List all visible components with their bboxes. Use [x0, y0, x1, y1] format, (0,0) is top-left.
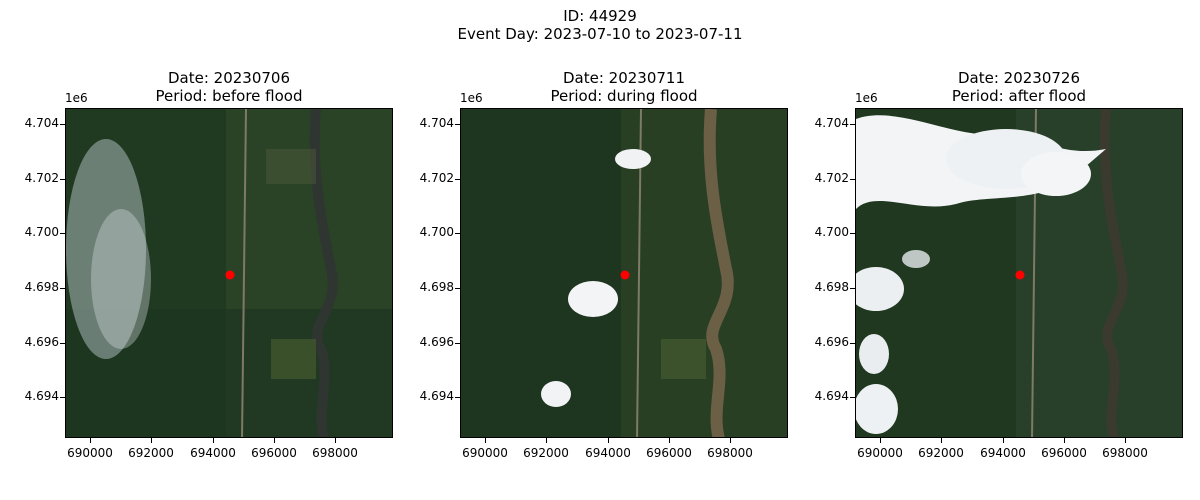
x-tick: 694000 [980, 446, 1026, 460]
y-tick: 4.696 [24, 335, 59, 349]
panel-date: Date: 20230711 [562, 69, 686, 87]
y-tick: 4.702 [814, 171, 849, 185]
y-tick: 4.694 [24, 389, 59, 403]
x-tick: 692000 [523, 446, 569, 460]
x-tick: 690000 [857, 446, 903, 460]
x-tick: 692000 [918, 446, 964, 460]
figure-id: ID: 44929 [563, 7, 637, 25]
y-tick: 4.704 [24, 116, 59, 130]
y-tick: 4.700 [24, 225, 59, 239]
y-tick: 4.702 [419, 171, 454, 185]
y-tick: 4.698 [419, 280, 454, 294]
x-tick: 690000 [67, 446, 113, 460]
panel-period: Period: before flood [155, 87, 303, 105]
satellite-image [855, 108, 1183, 438]
y-tick: 4.694 [419, 389, 454, 403]
panel-date: Date: 20230706 [167, 69, 291, 87]
y-offset-label: 1e6 [855, 91, 878, 105]
event-marker [1015, 270, 1025, 280]
panel-period: Period: during flood [550, 87, 698, 105]
panel-during-flood: Date: 20230711 Period: during flood 1e6 … [395, 0, 788, 500]
panel-period: Period: after flood [951, 87, 1087, 105]
x-tick: 690000 [462, 446, 508, 460]
event-marker [620, 270, 630, 280]
panel-before-flood: Date: 20230706 Period: before flood 1e6 … [0, 0, 393, 500]
y-tick: 4.704 [814, 116, 849, 130]
y-tick: 4.702 [24, 171, 59, 185]
y-tick: 4.698 [814, 280, 849, 294]
figure-event-day: Event Day: 2023-07-10 to 2023-07-11 [457, 25, 743, 43]
y-tick: 4.694 [814, 389, 849, 403]
x-tick: 696000 [1041, 446, 1087, 460]
panel-date: Date: 20230726 [957, 69, 1081, 87]
y-tick: 4.704 [419, 116, 454, 130]
x-tick: 698000 [1102, 446, 1148, 460]
x-tick: 694000 [190, 446, 236, 460]
x-tick: 692000 [128, 446, 174, 460]
y-offset-label: 1e6 [460, 91, 483, 105]
x-tick: 698000 [312, 446, 358, 460]
satellite-image [460, 108, 788, 438]
x-tick: 696000 [646, 446, 692, 460]
x-tick: 694000 [585, 446, 631, 460]
y-tick: 4.700 [814, 225, 849, 239]
event-marker [225, 270, 235, 280]
x-tick: 696000 [251, 446, 297, 460]
y-tick: 4.696 [814, 335, 849, 349]
x-tick: 698000 [707, 446, 753, 460]
y-offset-label: 1e6 [65, 91, 88, 105]
satellite-image [65, 108, 393, 438]
y-tick: 4.700 [419, 225, 454, 239]
y-tick: 4.698 [24, 280, 59, 294]
panel-after-flood: Date: 20230726 Period: after flood 1e6 4… [790, 0, 1183, 500]
y-tick: 4.696 [419, 335, 454, 349]
